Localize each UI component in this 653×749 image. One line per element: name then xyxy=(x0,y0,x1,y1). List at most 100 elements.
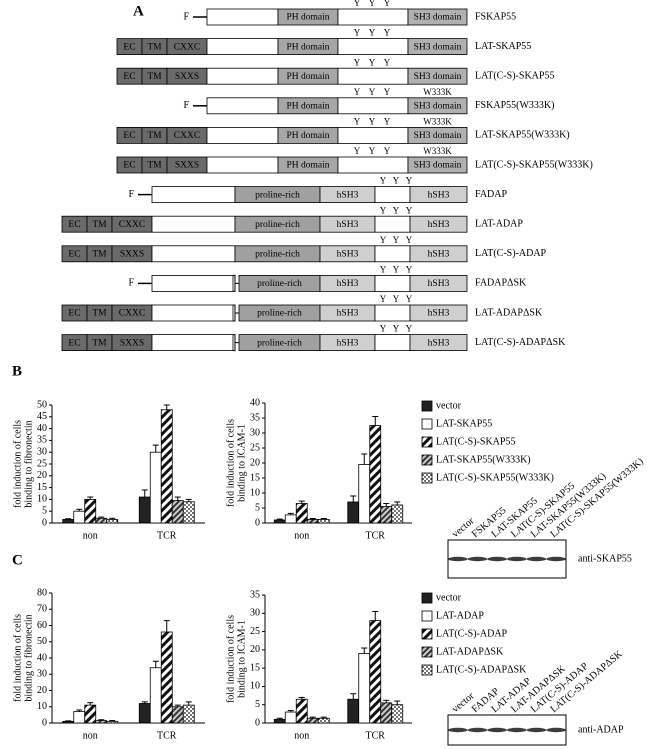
blot-band xyxy=(506,727,527,733)
y-tick-label: 45 xyxy=(37,411,47,422)
error-bar xyxy=(320,518,327,520)
segment: hSH3 xyxy=(319,334,376,352)
error-bar xyxy=(350,495,357,502)
segment: proline-rich xyxy=(238,274,321,292)
segment xyxy=(206,8,279,26)
segment: EC xyxy=(61,304,88,322)
error-bar xyxy=(87,496,94,500)
segment: hSH3 xyxy=(409,245,468,263)
segment: EC xyxy=(116,156,143,174)
blot-band xyxy=(448,556,468,562)
tyrosine: Y xyxy=(384,0,391,8)
domain xyxy=(337,38,409,55)
segment: TM xyxy=(141,127,168,144)
tyrosine: Y xyxy=(354,87,361,97)
segment: proline-rich xyxy=(234,186,321,204)
domain xyxy=(206,38,279,55)
domain-label: CXXC xyxy=(119,220,145,230)
blot-band xyxy=(467,556,488,562)
y-tick-label: 30 xyxy=(37,446,47,457)
segment: SH3 domain xyxy=(407,156,468,174)
domain xyxy=(151,304,234,322)
y-axis-label: binding to fibronectin xyxy=(23,420,34,507)
mutation-label: W333K xyxy=(423,116,452,126)
antibody-label: anti-ADAP xyxy=(578,724,624,735)
y-tick-label: 35 xyxy=(37,435,47,446)
legend-swatch xyxy=(421,418,433,430)
domain xyxy=(206,156,279,174)
segment: TM xyxy=(141,156,168,174)
domain xyxy=(374,304,411,322)
construct-name: LAT(C-S)-ADAP xyxy=(475,248,547,259)
error-bar xyxy=(298,500,305,504)
domain xyxy=(337,67,409,85)
domain-label: SXXS xyxy=(120,338,144,348)
domain xyxy=(407,8,468,26)
bar xyxy=(284,514,297,524)
domain xyxy=(409,245,468,263)
domain xyxy=(337,97,409,115)
domain xyxy=(337,127,409,144)
segment xyxy=(206,156,279,174)
construct-name: LAT-SKAP55 xyxy=(475,41,531,52)
y-tick-label: 60 xyxy=(37,620,47,631)
segment xyxy=(374,186,411,204)
tyrosine: Y xyxy=(380,294,387,304)
segment: SH3 domain xyxy=(407,38,468,55)
error-bar xyxy=(163,620,170,632)
tyrosine: Y xyxy=(406,205,413,215)
mutation-label: W333K xyxy=(423,146,452,156)
domain-label: PH domain xyxy=(286,131,329,141)
y-axis-label: fold induction of cells xyxy=(12,420,23,508)
error-bar xyxy=(309,716,316,719)
domain-label: TM xyxy=(147,161,162,171)
domain-label: hSH3 xyxy=(337,190,359,200)
x-tick-label: TCR xyxy=(157,530,177,541)
tyrosine: Y xyxy=(354,0,361,8)
segment xyxy=(337,8,409,26)
y-tick-label: 10 xyxy=(250,681,260,692)
domain-label: proline-rich xyxy=(257,309,302,319)
legend-label: vector xyxy=(436,400,462,411)
domain xyxy=(374,245,411,263)
domain-label: proline-rich xyxy=(257,279,302,289)
domain-label: hSH3 xyxy=(428,249,450,259)
y-tick-label: 15 xyxy=(37,482,47,493)
segment: EC xyxy=(116,127,143,144)
tyrosine: Y xyxy=(406,176,413,186)
segment: TM xyxy=(86,215,113,233)
domain-label: SH3 domain xyxy=(414,101,462,111)
y-tick-label: 25 xyxy=(250,626,260,637)
error-bar xyxy=(320,716,327,719)
y-tick-label: 5 xyxy=(255,699,260,710)
segment: hSH3 xyxy=(409,334,468,352)
segment: PH domain xyxy=(277,8,339,26)
bar xyxy=(347,501,360,524)
blot-band xyxy=(526,556,547,562)
legend-swatch xyxy=(421,400,433,412)
bar-chart: 0 5 10 15 20 25 30 35 fold induction of cells bin… xyxy=(225,589,527,741)
x-tick-label: TCR xyxy=(366,530,386,541)
segment xyxy=(337,156,409,174)
segment xyxy=(374,274,411,292)
domain-label: TM xyxy=(147,42,162,52)
y-tick-label: 20 xyxy=(250,644,260,655)
domain-label: CXXC xyxy=(119,309,145,319)
bar xyxy=(149,451,162,524)
domain-label: PH domain xyxy=(286,13,329,23)
error-bar xyxy=(309,518,316,520)
domain xyxy=(374,186,411,204)
domain xyxy=(407,97,468,115)
bar xyxy=(84,704,97,724)
bar xyxy=(273,718,286,724)
tyrosine: Y xyxy=(369,0,376,8)
bar xyxy=(73,711,86,724)
construct-name: FADAP xyxy=(475,189,507,200)
domain-label: SH3 domain xyxy=(414,131,462,141)
